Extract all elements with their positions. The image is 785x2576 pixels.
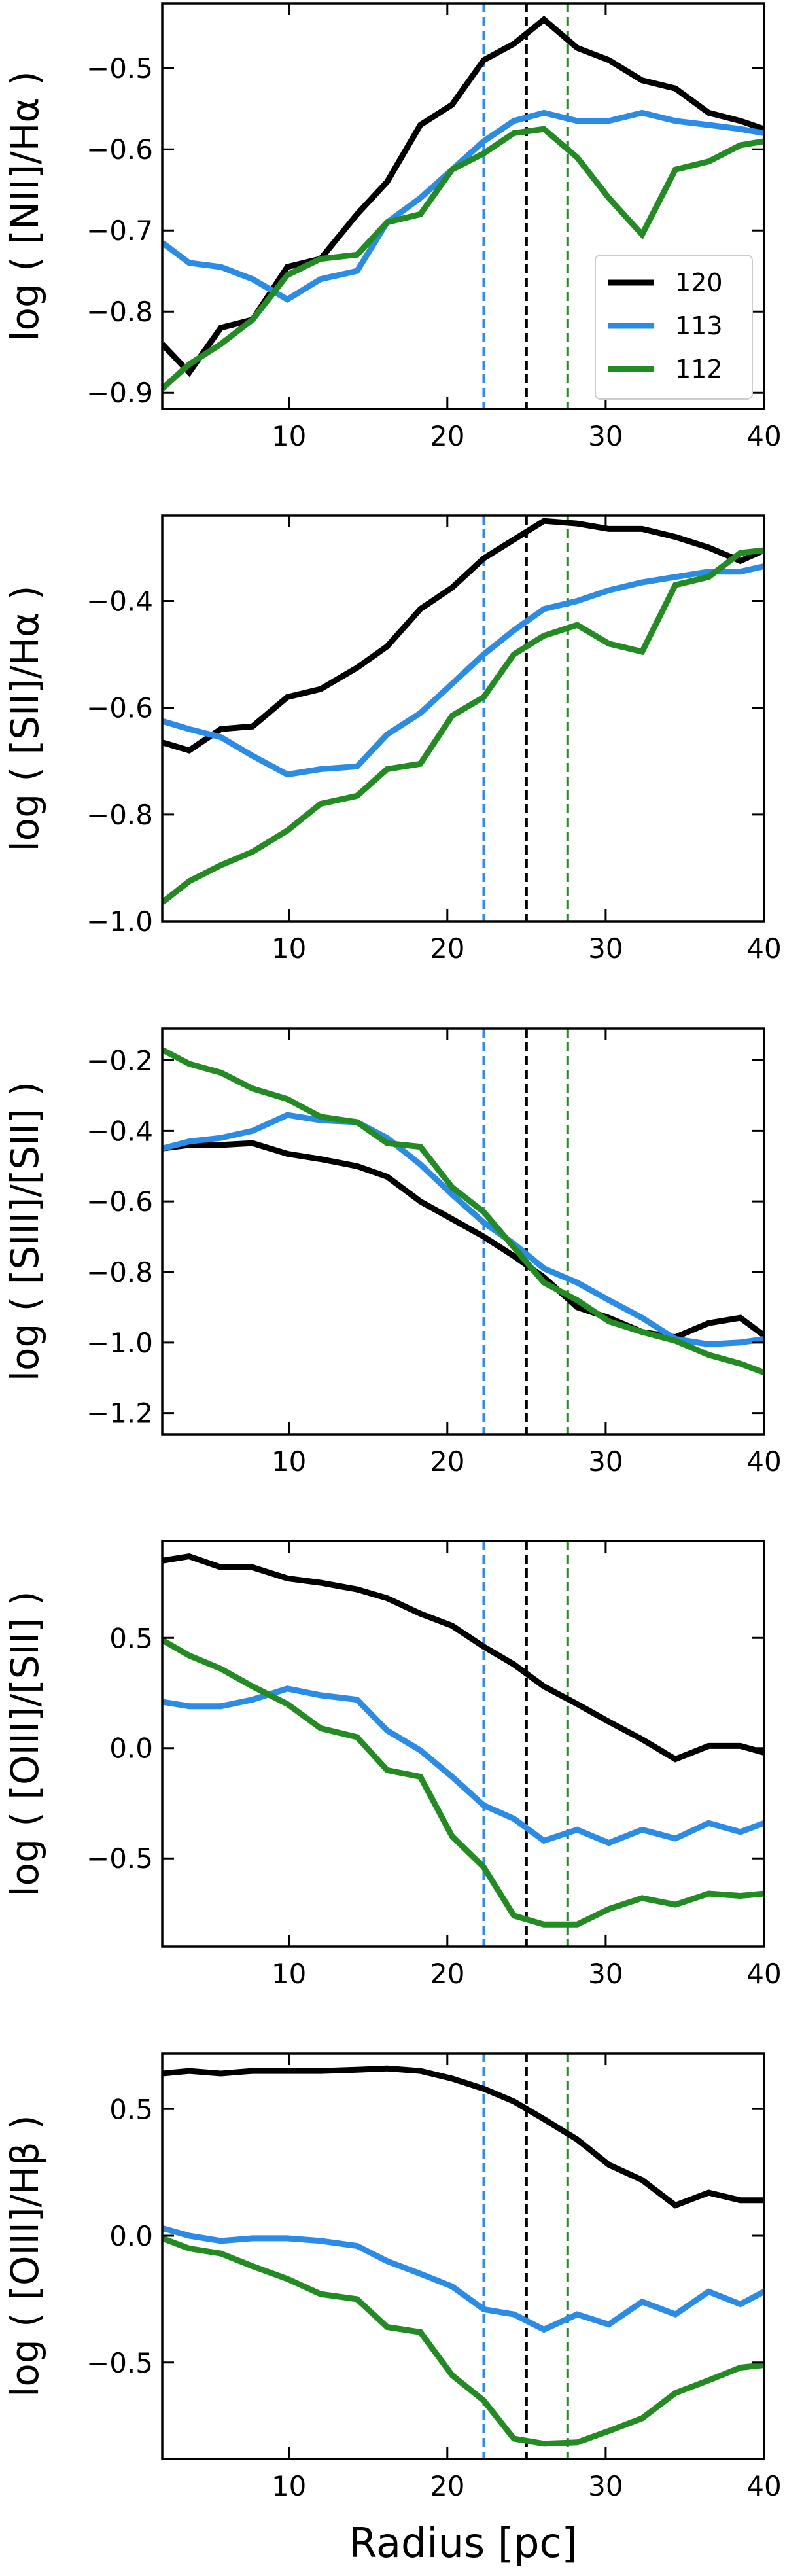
y-axis-label: log ( [NII]/Hα ) xyxy=(3,71,47,341)
x-tick-label: 10 xyxy=(271,1958,306,1990)
legend-box xyxy=(595,255,753,400)
y-tick-label: −0.5 xyxy=(86,2347,153,2379)
series-line-112 xyxy=(162,547,764,905)
series-line-113 xyxy=(162,109,764,303)
plot-frame xyxy=(161,1027,765,1436)
x-axis-label: Radius [pc] xyxy=(349,2519,577,2567)
y-tick-label: −1.0 xyxy=(86,906,153,938)
panel-4: 10 20 30 40 −0.5 0.0 0.5 log ( [OIII]/[SII] ) xyxy=(3,1540,782,1990)
series-line-113 xyxy=(162,2225,764,2333)
series-line-120 xyxy=(162,1553,764,1763)
series-line-112 xyxy=(162,1637,764,1928)
y-tick-label: −0.4 xyxy=(86,1115,153,1147)
y-axis-label: log ( [SII]/Hα ) xyxy=(3,586,47,852)
x-tick-label: 30 xyxy=(588,1445,623,1477)
y-tick-label: −0.2 xyxy=(86,1045,153,1077)
series-line-113 xyxy=(162,563,764,778)
y-tick-label: −0.4 xyxy=(86,586,153,618)
y-tick-label: −0.8 xyxy=(86,296,153,328)
y-tick-label: 0.0 xyxy=(109,1733,153,1765)
x-tick-label: 40 xyxy=(746,1445,781,1477)
series-line-112 xyxy=(162,126,764,391)
y-tick-label: 0.5 xyxy=(109,1622,153,1654)
x-tick-label: 10 xyxy=(271,1445,306,1477)
x-tick-label: 20 xyxy=(430,1958,464,1990)
series-line-120 xyxy=(162,1140,764,1341)
x-tick-label: 20 xyxy=(430,1445,464,1477)
y-tick-label: −0.7 xyxy=(86,215,153,247)
plot-frame xyxy=(161,2,765,410)
x-tick-label: 10 xyxy=(271,932,306,964)
x-tick-label: 30 xyxy=(588,932,623,964)
panel-2: 10 20 30 40 −1.0 −0.8 −0.6 −0.4 log ( [SII]/Hα ) xyxy=(3,514,782,964)
legend-label-112: 112 xyxy=(675,355,723,383)
y-tick-label: 0.0 xyxy=(109,2220,153,2252)
series-line-113 xyxy=(162,1685,764,1846)
plot-frame xyxy=(161,514,765,923)
series-line-112 xyxy=(162,2235,764,2447)
series-line-112 xyxy=(162,1047,764,1375)
y-tick-label: 0.5 xyxy=(109,2093,153,2125)
legend-label-120: 120 xyxy=(675,268,723,297)
x-tick-label: 10 xyxy=(271,2470,306,2502)
y-axis-label: log ( [OIII]/[SII] ) xyxy=(3,1591,47,1896)
x-tick-label: 20 xyxy=(430,932,464,964)
legend: 120 113 112 xyxy=(595,255,753,400)
panel-1: 10 20 30 40 −0.9 −0.8 −0.7 −0.6 −0.5 log ( [NII]/… xyxy=(3,2,782,452)
y-tick-label: −1.0 xyxy=(86,1327,153,1359)
panel-5: 10 20 30 40 −0.5 0.0 0.5 log ( [OIII]/Hβ ) xyxy=(3,2052,782,2502)
y-tick-label: −0.6 xyxy=(86,133,153,166)
x-tick-label: 30 xyxy=(588,2470,623,2502)
x-tick-label: 10 xyxy=(271,420,306,452)
legend-label-113: 113 xyxy=(675,311,723,340)
series-line-120 xyxy=(162,518,764,754)
x-tick-label: 30 xyxy=(588,1958,623,1990)
y-tick-label: −0.9 xyxy=(86,377,153,409)
y-tick-label: −0.8 xyxy=(86,799,153,831)
x-tick-label: 40 xyxy=(746,932,781,964)
x-tick-label: 30 xyxy=(588,420,623,452)
series-line-120 xyxy=(162,2065,764,2209)
y-tick-label: −0.6 xyxy=(86,692,153,724)
x-tick-label: 40 xyxy=(746,420,781,452)
x-tick-label: 40 xyxy=(746,2470,781,2502)
panel-3: 10 20 30 40 −1.2 −1.0 −0.8 −0.6 −0.4 −0.2 log ( [S… xyxy=(3,1027,782,1477)
x-tick-label: 20 xyxy=(430,420,464,452)
y-tick-label: −0.6 xyxy=(86,1186,153,1218)
y-axis-label: log ( [SIII]/[SII] ) xyxy=(3,1082,47,1381)
plot-frame xyxy=(161,1540,765,1948)
y-tick-label: −1.2 xyxy=(86,1398,153,1430)
series-line-113 xyxy=(162,1112,764,1348)
y-tick-label: −0.5 xyxy=(86,52,153,84)
x-tick-label: 20 xyxy=(430,2470,464,2502)
y-tick-label: −0.5 xyxy=(86,1843,153,1875)
y-tick-label: −0.8 xyxy=(86,1256,153,1288)
x-tick-label: 40 xyxy=(746,1958,781,1990)
y-axis-label: log ( [OIII]/Hβ ) xyxy=(3,2115,47,2397)
plot-frame xyxy=(161,2052,765,2460)
